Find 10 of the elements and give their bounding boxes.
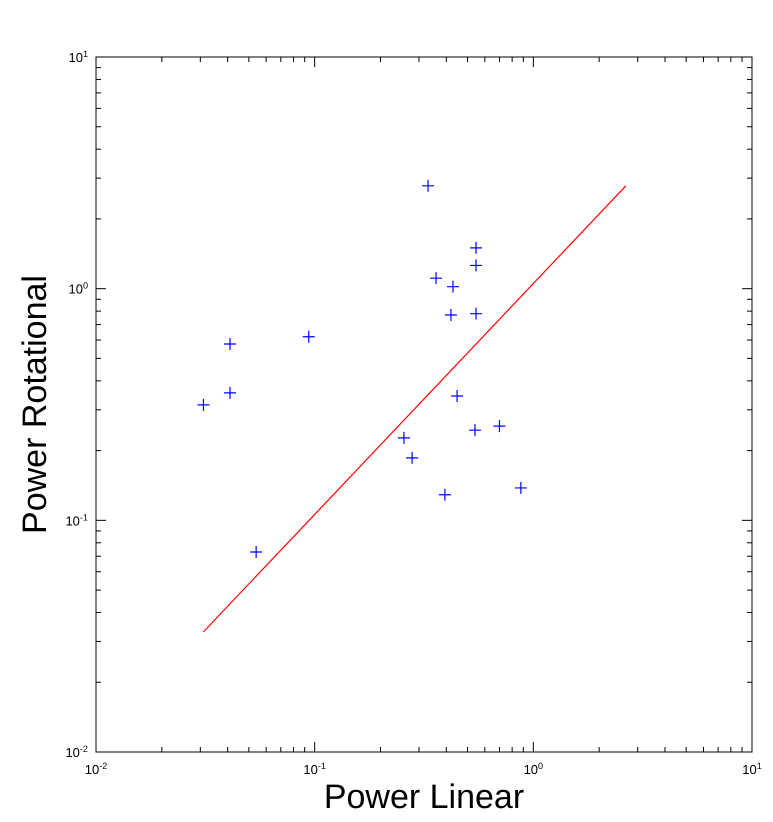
- x-tick-label: 10$^{1}$: [742, 761, 762, 777]
- x-tick-label: 10$^{-1}$: [303, 761, 326, 777]
- y-tick-label: 10$^{1}$: [68, 49, 88, 65]
- y-axis-title: Power Rotational: [16, 275, 54, 534]
- x-tick-label: 10$^{0}$: [524, 761, 544, 777]
- y-tick-label: 10$^{-1}$: [65, 512, 88, 528]
- x-axis-title: Power Linear: [324, 778, 524, 816]
- y-tick-label: 10$^{0}$: [68, 280, 88, 297]
- y-tick-label: 10$^{-2}$: [65, 744, 88, 760]
- x-tick-label: 10$^{-2}$: [84, 761, 108, 777]
